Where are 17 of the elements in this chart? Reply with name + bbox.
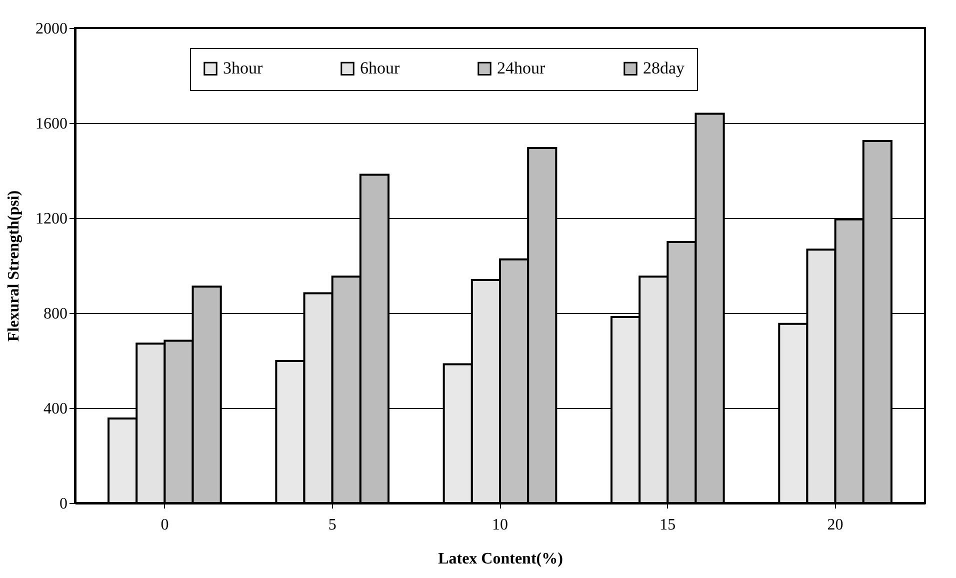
legend-label: 28day bbox=[643, 58, 686, 78]
y-tick-label: 400 bbox=[44, 400, 68, 418]
x-tick-label: 15 bbox=[660, 516, 676, 534]
y-tick-label: 0 bbox=[60, 496, 68, 512]
y-tick-label: 800 bbox=[44, 306, 68, 322]
legend-label: 6hour bbox=[360, 58, 400, 78]
legend-label: 3hour bbox=[223, 58, 263, 78]
x-axis-title: Latex Content(%) bbox=[438, 550, 563, 568]
y-tick-label: 1200 bbox=[36, 210, 68, 228]
y-tick-label: 2000 bbox=[36, 20, 68, 38]
x-tick-label: 20 bbox=[827, 516, 844, 534]
x-tick-label: 0 bbox=[160, 516, 169, 534]
x-tick-label: 10 bbox=[492, 516, 508, 534]
y-axis-title: Flexural Strength(psi) bbox=[6, 190, 22, 342]
legend-label: 24hour bbox=[497, 58, 546, 78]
y-tick-label: 1600 bbox=[36, 116, 68, 132]
x-tick-label: 5 bbox=[328, 516, 336, 534]
